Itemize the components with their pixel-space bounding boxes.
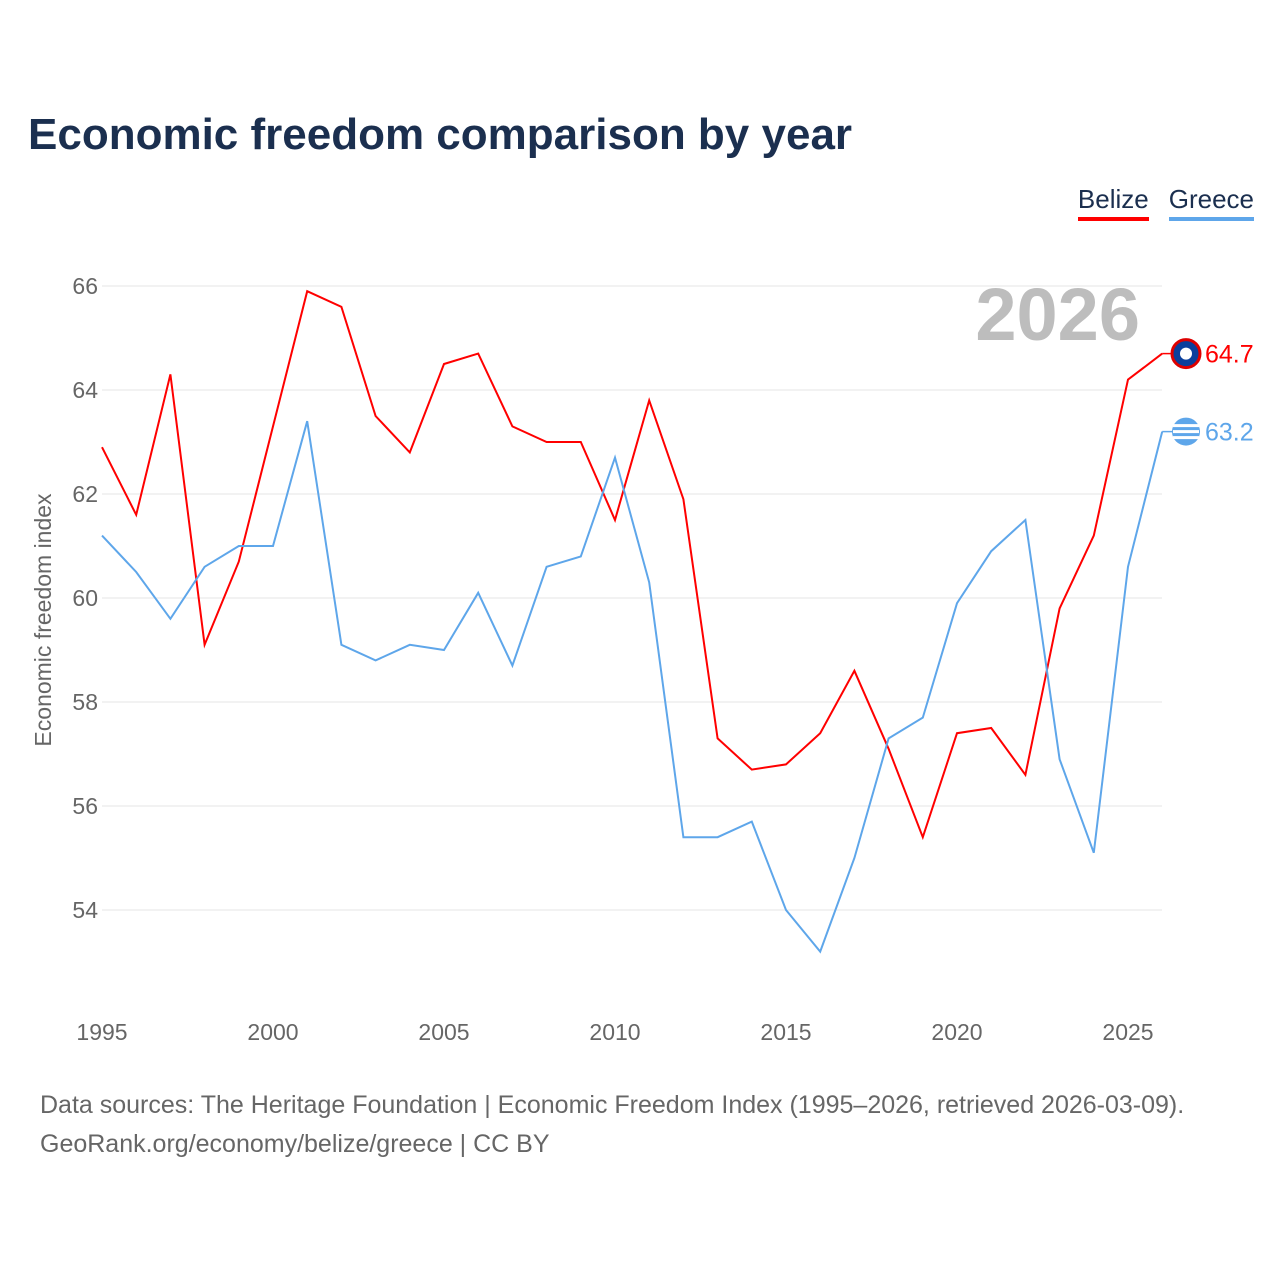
y-tick-label: 56 [72, 793, 98, 819]
end-value-label: 64.7 [1205, 341, 1254, 369]
footer-sources: Data sources: The Heritage Foundation | … [40, 1086, 1184, 1164]
y-tick-label: 58 [72, 689, 98, 715]
x-tick-label: 2020 [931, 1019, 982, 1045]
footer-line-1: Data sources: The Heritage Foundation | … [40, 1091, 1185, 1119]
greece-flag-stripe [1173, 424, 1199, 428]
chart-title: Economic freedom comparison by year [28, 110, 853, 159]
series-line-greece [101, 420, 1164, 954]
legend-belize[interactable]: Belize [1077, 184, 1149, 221]
y-tick-label: 60 [72, 585, 98, 611]
y-tick-label: 66 [72, 273, 98, 299]
greece-flag-stripe [1173, 430, 1199, 434]
x-tick-label: 2015 [760, 1019, 811, 1045]
end-value-label: 63.2 [1205, 419, 1254, 447]
x-tick-label: 2000 [247, 1019, 298, 1045]
y-tick-label: 62 [72, 481, 98, 507]
footer-line-2[interactable]: GeoRank.org/economy/belize/greece | CC B… [40, 1130, 550, 1158]
x-tick-label: 1995 [76, 1019, 127, 1045]
y-axis-label: Economic freedom index [30, 493, 56, 747]
year-watermark: 2026 [975, 273, 1140, 356]
x-tick-label: 2010 [589, 1019, 640, 1045]
legend: Belize Greece [1077, 184, 1254, 221]
greece-flag-stripe [1173, 436, 1199, 440]
x-tick-label: 2005 [418, 1019, 469, 1045]
x-tick-label: 2025 [1102, 1019, 1153, 1045]
y-tick-label: 64 [72, 377, 98, 403]
y-tick-label: 54 [72, 897, 98, 923]
legend-greece[interactable]: Greece [1168, 184, 1254, 221]
series-line-belize [101, 289, 1163, 841]
belize-flag-emblem [1180, 347, 1192, 360]
